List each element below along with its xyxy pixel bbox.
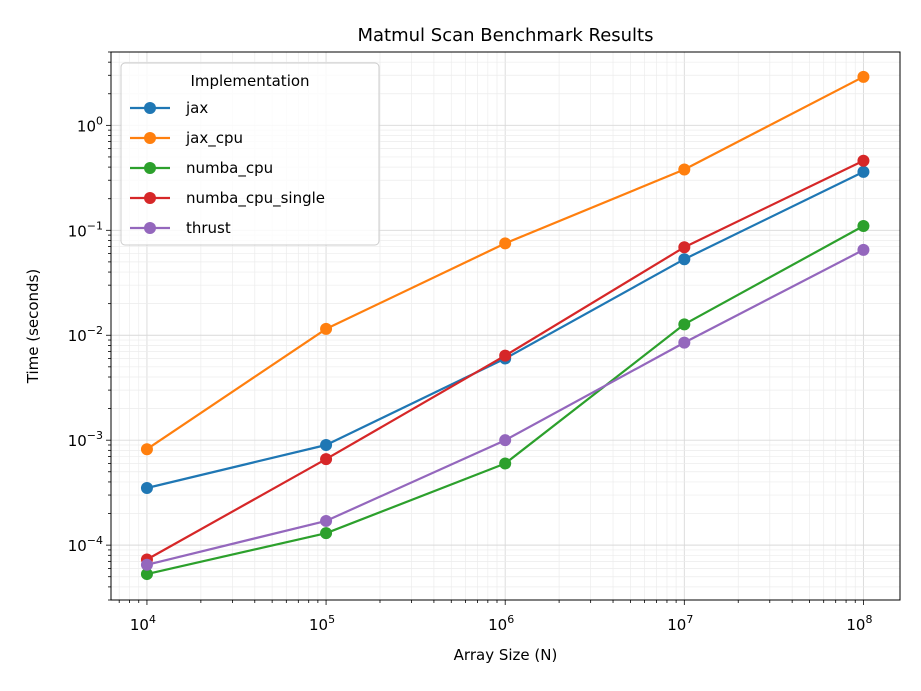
data-point-jax (857, 165, 870, 178)
data-point-numba_cpu (499, 457, 512, 470)
data-point-jax_cpu (499, 237, 512, 250)
legend-title: Implementation (190, 72, 309, 90)
data-point-jax_cpu (140, 443, 153, 456)
legend-item-thrust: thrust (130, 219, 231, 237)
legend: Implementation jax jax_cpu numba_cpu numba_… (120, 62, 380, 246)
data-point-numba_cpu_single (499, 349, 512, 362)
legend-item-jax_cpu: jax_cpu (130, 129, 243, 148)
data-point-jax_cpu (320, 322, 333, 335)
series-numba_cpu (140, 219, 870, 581)
data-point-numba_cpu (678, 318, 691, 331)
data-point-thrust (678, 336, 691, 349)
legend-label-numba_cpu_single: numba_cpu_single (186, 189, 325, 208)
legend-marker-jax_cpu (144, 132, 156, 144)
series-thrust (140, 243, 870, 571)
series-layer (140, 70, 870, 581)
data-point-jax (678, 253, 691, 266)
x-tick-label: 104 (130, 613, 156, 634)
legend-label-numba_cpu: numba_cpu (186, 159, 273, 178)
data-point-thrust (857, 243, 870, 256)
legend-item-numba_cpu_single: numba_cpu_single (130, 189, 325, 208)
data-point-numba_cpu (320, 527, 333, 540)
data-point-numba_cpu_single (320, 453, 333, 466)
data-point-numba_cpu (857, 219, 870, 232)
x-tick-label: 105 (309, 613, 335, 634)
data-point-thrust (499, 434, 512, 447)
data-point-numba_cpu_single (857, 154, 870, 167)
y-tick-label: 10−1 (68, 219, 103, 240)
x-tick-label: 107 (667, 613, 693, 634)
y-tick-label: 10−2 (68, 324, 103, 345)
x-tick-label: 108 (846, 613, 872, 634)
legend-label-jax: jax (185, 99, 208, 117)
x-tick-label: 106 (488, 613, 514, 634)
legend-item-jax: jax (130, 99, 208, 117)
chart-title: Matmul Scan Benchmark Results (357, 25, 653, 46)
legend-label-jax_cpu: jax_cpu (185, 129, 243, 148)
y-axis-label: Time (seconds) (24, 269, 42, 385)
legend-item-numba_cpu: numba_cpu (130, 159, 273, 178)
data-point-thrust (140, 558, 153, 571)
data-point-thrust (320, 514, 333, 527)
y-tick-label: 100 (77, 114, 103, 135)
legend-marker-numba_cpu_single (144, 192, 156, 204)
y-tick-label: 10−3 (68, 429, 103, 450)
data-point-jax_cpu (678, 163, 691, 176)
data-point-jax (140, 482, 153, 495)
y-tick-label: 10−4 (68, 534, 103, 555)
x-axis-label: Array Size (N) (454, 646, 558, 664)
legend-label-thrust: thrust (186, 219, 231, 237)
legend-marker-numba_cpu (144, 162, 156, 174)
legend-marker-thrust (144, 222, 156, 234)
legend-marker-jax (144, 102, 156, 114)
legend-box (120, 62, 380, 246)
series-jax_cpu (140, 70, 870, 456)
data-point-jax_cpu (857, 70, 870, 83)
data-point-jax (320, 438, 333, 451)
data-point-numba_cpu (140, 568, 153, 581)
axis-ticks: 104 105 106 107 108 10−4 10−3 10−2 10−1 100 (68, 51, 872, 634)
data-point-numba_cpu_single (678, 241, 691, 254)
